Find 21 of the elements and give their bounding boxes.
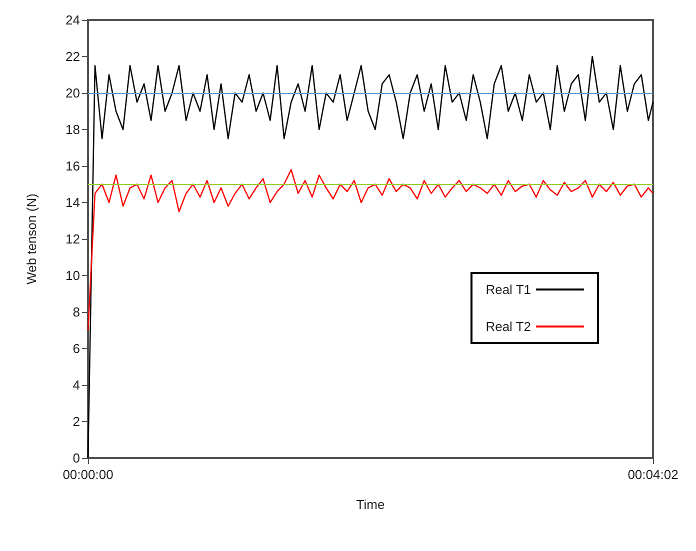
line-series [87, 56, 654, 459]
y-tick-label: 0 [72, 450, 80, 466]
y-tick-label: 6 [72, 341, 80, 356]
y-tick-label: 14 [66, 195, 80, 210]
y-tick-label: 12 [66, 232, 80, 246]
y-tick-label: 4 [72, 378, 80, 392]
y-tick-label: 20 [66, 86, 80, 100]
legend-label: Real T2 [486, 319, 531, 334]
y-axis-title: Web tenson (N) [24, 194, 39, 284]
y-tick-label: 18 [66, 122, 80, 137]
y-tick-label: 24 [66, 12, 80, 28]
y-tick-label: 2 [72, 414, 80, 429]
x-tick-label: 00:00:00 [62, 467, 114, 482]
line-series [87, 169, 654, 331]
y-tick-label: 22 [66, 49, 80, 64]
legend-label: Real T1 [486, 282, 531, 297]
x-tick-label: 00:04:02 [628, 467, 678, 482]
y-tick-label: 8 [72, 304, 80, 320]
y-tick-label: 16 [66, 158, 80, 174]
y-tick-label: 10 [66, 268, 80, 283]
x-axis-title: Time [356, 497, 385, 512]
